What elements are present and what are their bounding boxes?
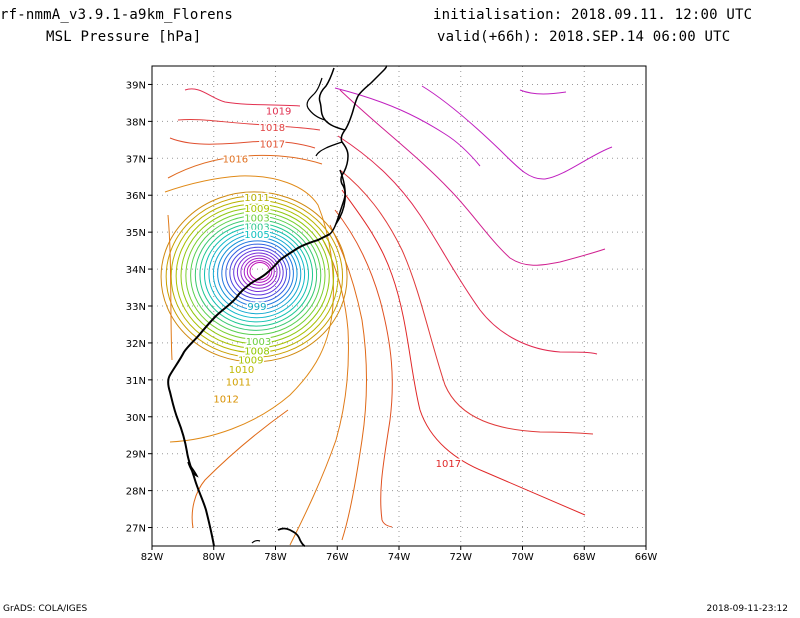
- contour-1013: [164, 175, 334, 443]
- contour-1015-sw: [191, 409, 289, 529]
- lon-tick-label: 76W: [326, 552, 349, 563]
- contour-1016-north: [167, 154, 323, 179]
- storm-ring: [221, 240, 294, 307]
- contour-label: 1003: [246, 337, 271, 348]
- lat-tick-label: 28N: [126, 487, 146, 498]
- lon-tick-label: 78W: [264, 552, 287, 563]
- contour-label: 1009: [238, 356, 263, 367]
- contour-1019-east: [337, 135, 598, 355]
- storm-ring: [170, 199, 339, 354]
- lon-tick-label: 80W: [202, 552, 225, 563]
- storm-ring: [233, 249, 284, 296]
- contour-label: 1017: [260, 140, 285, 151]
- lat-tick-label: 37N: [126, 154, 146, 165]
- storm-ring: [190, 215, 322, 336]
- lon-tick-label: 82W: [141, 552, 164, 563]
- contour-1018-east: [339, 169, 594, 435]
- contour-1017-east: [341, 189, 586, 516]
- storm-ring: [194, 219, 318, 331]
- lat-tick-label: 32N: [126, 339, 146, 350]
- contour-1021: [421, 85, 613, 180]
- storm-ring: [246, 260, 273, 283]
- contour-label: 1003: [244, 213, 269, 224]
- lat-tick-label: 38N: [126, 117, 146, 128]
- storm-ring: [229, 246, 287, 299]
- contour-label: 1016: [223, 154, 248, 165]
- contour-1016-east: [334, 209, 393, 528]
- contour-1018: [177, 118, 321, 131]
- lon-tick-label: 70W: [511, 552, 534, 563]
- initialisation-time: initialisation: 2018.09.11. 12:00 UTC: [433, 7, 753, 23]
- lat-tick-label: 36N: [126, 191, 146, 202]
- lat-tick-label: 29N: [126, 450, 146, 461]
- contour-1014-sw: [167, 214, 173, 361]
- contour-label: 1009: [244, 204, 269, 215]
- valid-time: valid(+66h): 2018.SEP.14 06:00 UTC: [437, 29, 731, 45]
- contour-1017-north: [169, 137, 316, 149]
- axes: 82W 80W 78W 76W 74W 72W 70W 68W 66W 27N 28N 29N 30N 3…: [126, 80, 658, 563]
- storm-ring: [175, 203, 335, 349]
- storm-ring: [208, 230, 306, 319]
- contour-label: 1010: [229, 365, 254, 376]
- storm-ring: [217, 237, 298, 311]
- contour-1014: [289, 237, 349, 546]
- lon-tick-label: 68W: [573, 552, 596, 563]
- contour-labels: 1011100910031003100599910031008100910101…: [212, 105, 463, 472]
- storm-ring: [199, 222, 314, 327]
- storm-ring: [180, 207, 330, 345]
- lat-tick-label: 31N: [126, 376, 146, 387]
- lon-tick-label: 66W: [635, 552, 658, 563]
- pressure-contours: [160, 85, 613, 546]
- lat-tick-label: 30N: [126, 413, 146, 424]
- variable-title: MSL Pressure [hPa]: [46, 29, 202, 45]
- contour-1015: [329, 224, 367, 541]
- contour-label: 1012: [213, 394, 238, 405]
- storm-ring: [160, 191, 348, 363]
- contour-label: 1003: [244, 223, 269, 234]
- contour-label: 1017: [436, 459, 461, 470]
- contour-label: 1008: [244, 346, 269, 357]
- footer-timestamp: 2018-09-11-23:12: [706, 604, 789, 614]
- lat-tick-label: 39N: [126, 80, 146, 91]
- storm-ring: [243, 257, 275, 286]
- storm-ring: [225, 243, 291, 303]
- lat-tick-label: 35N: [126, 228, 146, 239]
- contour-label: 1019: [266, 106, 291, 117]
- contour-label: 1018: [260, 123, 285, 134]
- contour-1019: [184, 88, 301, 107]
- storm-ring: [212, 233, 302, 315]
- storm-ring: [203, 226, 310, 323]
- contour-label: 999: [247, 302, 266, 313]
- lat-tick-label: 33N: [126, 302, 146, 313]
- model-title: rf-nmmA_v3.9.1-a9km_Florens: [0, 7, 233, 23]
- lon-tick-label: 72W: [449, 552, 472, 563]
- contour-1022-ne: [519, 89, 567, 95]
- storm-ring: [185, 211, 326, 340]
- contour-label: 1005: [244, 230, 269, 241]
- storm-ring: [240, 255, 278, 289]
- lat-tick-label: 27N: [126, 524, 146, 535]
- storm-ring: [236, 252, 281, 293]
- coastline: [167, 65, 388, 547]
- footer-grads-credit: GrADS: COLA/IGES: [3, 604, 88, 614]
- lat-tick-label: 34N: [126, 265, 146, 276]
- storm-ring: [165, 195, 344, 358]
- lon-tick-label: 74W: [388, 552, 411, 563]
- contour-1020: [339, 89, 606, 266]
- contour-1022: [334, 87, 481, 167]
- contour-label: 1011: [226, 378, 251, 389]
- contour-label: 1011: [244, 193, 269, 204]
